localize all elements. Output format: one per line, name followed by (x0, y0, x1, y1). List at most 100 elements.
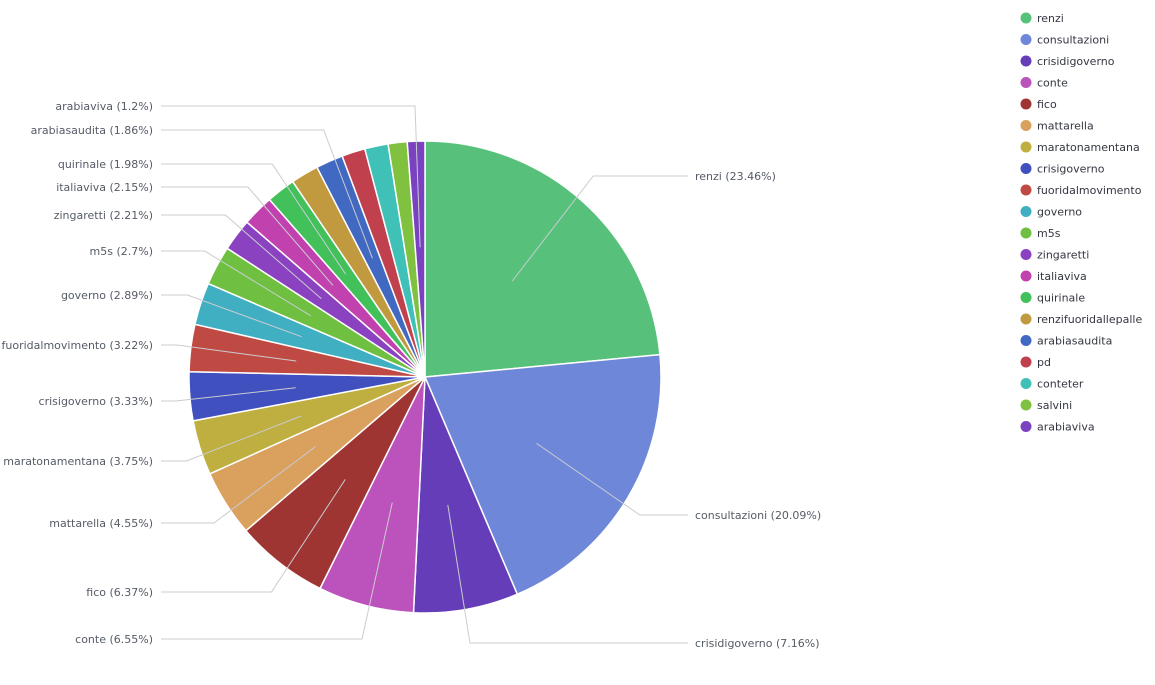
legend-label-conteter: conteter (1037, 378, 1084, 391)
legend-swatch-governo (1020, 206, 1032, 217)
slice-label-quirinale: quirinale (1.98%) (58, 158, 153, 171)
legend-swatch-italiaviva (1020, 270, 1032, 282)
legend-item-crisidigoverno[interactable]: crisidigoverno (1020, 55, 1115, 68)
legend-item-conteter[interactable]: conteter (1020, 378, 1084, 391)
leader-line-crisidigoverno (447, 504, 688, 644)
legend-item-quirinale[interactable]: quirinale (1020, 292, 1086, 305)
legend-item-crisigoverno[interactable]: crisigoverno (1020, 163, 1105, 176)
legend-label-maratonamentana: maratonamentana (1037, 141, 1140, 154)
legend-swatch-conteter (1020, 378, 1032, 389)
legend-item-zingaretti[interactable]: zingaretti (1020, 249, 1090, 262)
legend-item-governo[interactable]: governo (1020, 206, 1083, 219)
label-leader-lines (161, 105, 688, 644)
slice-labels: renzi (23.46%) consultazioni (20.09%) cris… (2, 100, 822, 650)
legend-label-renzifuoridallepalle: renzifuoridallepalle (1037, 313, 1142, 326)
leader-line-arabiaviva (161, 105, 421, 248)
slice-label-conte: conte (6.55%) (75, 633, 153, 646)
slice-label-renzi: renzi (23.46%) (695, 170, 776, 183)
legend-swatch-arabiasaudita (1020, 335, 1032, 346)
legend-swatch-maratonamentana (1020, 141, 1032, 153)
leader-line-quirinale (161, 163, 347, 275)
legend-label-fuoridalmovimento: fuoridalmovimento (1037, 184, 1142, 197)
legend-swatch-mattarella (1020, 120, 1032, 131)
slice-label-maratonamentana: maratonamentana (3.75%) (3, 455, 153, 468)
legend-label-conte: conte (1037, 77, 1068, 90)
pie-slice-crisidigoverno[interactable] (412, 376, 519, 614)
leader-line-italiaviva (161, 186, 334, 286)
legend-item-fico[interactable]: fico (1020, 98, 1057, 111)
legend-item-pd[interactable]: pd (1020, 356, 1051, 369)
leader-line-mattarella (161, 446, 316, 524)
slice-label-arabiasaudita: arabiasaudita (1.86%) (31, 124, 153, 137)
legend-label-pd: pd (1037, 356, 1051, 369)
legend-item-maratonamentana[interactable]: maratonamentana (1020, 141, 1140, 154)
legend-item-mattarella[interactable]: mattarella (1020, 120, 1094, 133)
slice-label-crisidigoverno: crisidigoverno (7.16%) (695, 637, 820, 650)
leader-line-maratonamentana (161, 415, 302, 462)
legend-swatch-salvini (1020, 399, 1032, 411)
leader-line-conte (161, 502, 393, 640)
slice-label-italiaviva: italiaviva (2.15%) (56, 181, 153, 194)
slice-label-mattarella: mattarella (4.55%) (49, 517, 153, 530)
legend-swatch-zingaretti (1020, 249, 1032, 260)
legend-swatch-quirinale (1020, 292, 1032, 303)
legend-item-m5s[interactable]: m5s (1020, 227, 1061, 240)
legend-swatch-fuoridalmovimento (1020, 184, 1032, 196)
leader-line-governo (161, 294, 302, 338)
legend-label-m5s: m5s (1037, 227, 1061, 240)
slice-label-zingaretti: zingaretti (2.21%) (54, 209, 153, 222)
slice-label-governo: governo (2.89%) (61, 289, 153, 302)
legend-label-fico: fico (1037, 98, 1057, 111)
legend-item-arabiasaudita[interactable]: arabiasaudita (1020, 335, 1113, 348)
legend-item-conte[interactable]: conte (1020, 77, 1069, 90)
legend-item-italiaviva[interactable]: italiaviva (1020, 270, 1087, 283)
legend-label-arabiasaudita: arabiasaudita (1037, 335, 1112, 348)
legend-swatch-consultazioni (1020, 34, 1032, 45)
legend-swatch-crisidigoverno (1020, 55, 1032, 67)
slice-label-consultazioni: consultazioni (20.09%) (695, 509, 821, 522)
leader-line-fuoridalmovimento (161, 344, 297, 362)
pie-slice-renzi[interactable] (424, 140, 661, 378)
legend-swatch-pd (1020, 356, 1032, 368)
legend-label-italiaviva: italiaviva (1037, 270, 1087, 283)
leader-line-m5s (161, 250, 311, 317)
legend-swatch-fico (1020, 98, 1032, 110)
legend: renzi consultazioni crisidigoverno conte fic… (1020, 12, 1143, 434)
legend-label-quirinale: quirinale (1037, 292, 1085, 305)
legend-label-mattarella: mattarella (1037, 120, 1094, 133)
leader-line-arabiasaudita (161, 129, 373, 259)
leader-line-renzi (511, 175, 688, 282)
legend-swatch-crisigoverno (1020, 163, 1032, 174)
legend-label-zingaretti: zingaretti (1037, 249, 1089, 262)
legend-item-renzi[interactable]: renzi (1020, 12, 1064, 25)
legend-swatch-arabiaviva (1020, 421, 1032, 432)
pie-slices (188, 140, 662, 614)
legend-swatch-renzifuoridallepalle (1020, 313, 1032, 325)
leader-line-crisigoverno (161, 387, 296, 402)
legend-label-governo: governo (1037, 206, 1082, 219)
legend-item-fuoridalmovimento[interactable]: fuoridalmovimento (1020, 184, 1142, 197)
legend-item-arabiaviva[interactable]: arabiaviva (1020, 421, 1095, 434)
legend-swatch-m5s (1020, 227, 1032, 239)
slice-label-fuoridalmovimento: fuoridalmovimento (3.22%) (2, 339, 153, 352)
slice-label-crisigoverno: crisigoverno (3.33%) (39, 395, 153, 408)
slice-label-fico: fico (6.37%) (86, 586, 153, 599)
legend-label-arabiaviva: arabiaviva (1037, 421, 1095, 434)
leader-line-consultazioni (536, 442, 688, 516)
legend-item-salvini[interactable]: salvini (1020, 399, 1073, 412)
legend-swatch-renzi (1020, 12, 1032, 24)
slice-label-arabiaviva: arabiaviva (1.2%) (55, 100, 153, 113)
leader-line-zingaretti (161, 214, 322, 300)
legend-item-consultazioni[interactable]: consultazioni (1020, 34, 1110, 47)
legend-swatch-conte (1020, 77, 1032, 88)
legend-item-renzifuoridallepalle[interactable]: renzifuoridallepalle (1020, 313, 1143, 326)
legend-label-renzi: renzi (1037, 12, 1064, 25)
legend-label-crisigoverno: crisigoverno (1037, 163, 1105, 176)
legend-label-consultazioni: consultazioni (1037, 34, 1109, 47)
pie-slice-consultazioni[interactable] (423, 353, 662, 596)
leader-line-fico (161, 479, 346, 593)
slice-label-m5s: m5s (2.7%) (90, 245, 153, 258)
legend-label-salvini: salvini (1037, 399, 1072, 412)
legend-label-crisidigoverno: crisidigoverno (1037, 55, 1115, 68)
